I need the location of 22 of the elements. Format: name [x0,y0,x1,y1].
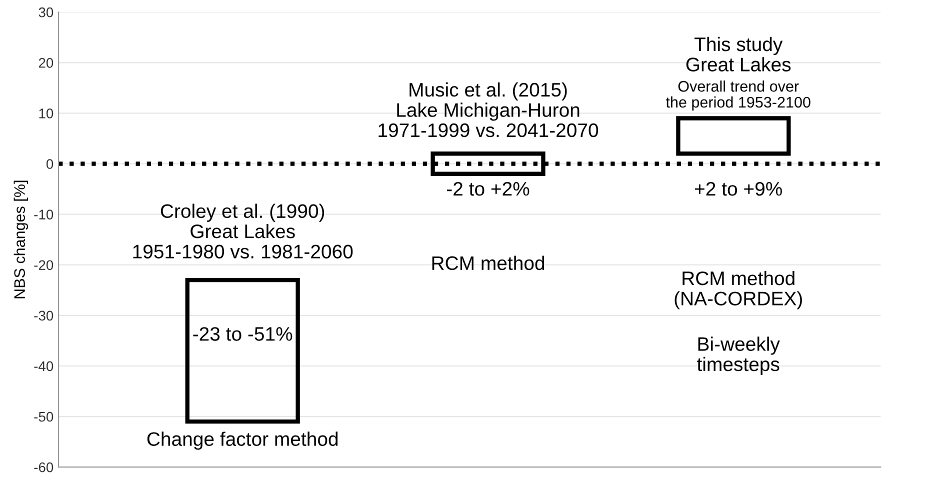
annotation: Croley et al. (1990) Great Lakes 1951-1980 vs. 1981-2060 [133,204,353,258]
y-tick-label: -60 [34,462,54,472]
annotation: RCM method [432,256,544,270]
y-tick-label: -10 [34,210,54,220]
y-tick-label: 10 [39,108,54,118]
annotation: RCM method (NA-CORDEX) [674,270,802,310]
y-tick-label: -50 [34,412,54,422]
y-tick-label: -30 [34,310,54,321]
annotation: This study Great Lakes [686,36,791,72]
y-tick-label: 0 [46,159,54,169]
y-axis-title: NBS changes [%] [14,180,28,298]
annotation: Bi-weekly timesteps [697,336,780,376]
y-tick-label: 30 [38,7,54,18]
y-tick-label: -40 [34,361,54,372]
annotation: Change factor method [147,432,338,450]
annotation: Music et al. (2015) Lake Michigan-Huron 1971-1999 vs. 2041-2070 [378,82,598,138]
annotation: +2 to +9% [694,182,782,196]
y-tick-label: -20 [34,260,54,270]
annotation: Overall trend over the period 1953-2100 [666,80,810,111]
annotation: -23 to -51% [193,327,292,341]
annotation: -2 to +2% [446,182,530,196]
y-tick-label: 20 [38,58,54,68]
